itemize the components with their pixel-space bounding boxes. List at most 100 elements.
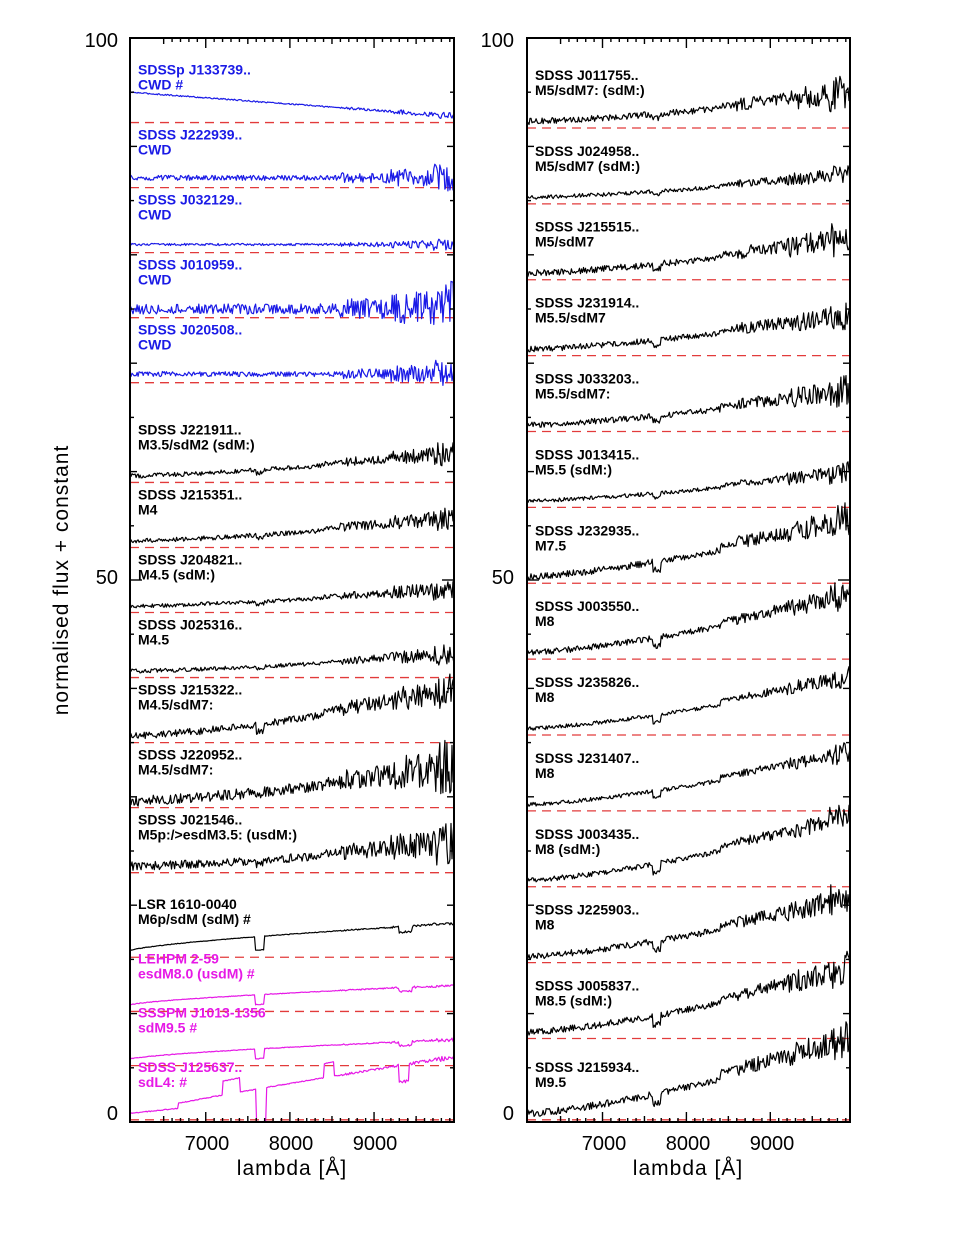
spectrum-name-label: SDSS J222939.. (138, 127, 242, 143)
spectrum-type-label: M4.5 (sdM:) (138, 567, 215, 583)
right-y-tick-100: 100 (481, 30, 514, 52)
right-x-tick-9000: 9000 (750, 1133, 795, 1155)
spectrum-type-label: M6p/sdM (sdM) # (138, 911, 251, 927)
spectrum-type-label: CWD (138, 142, 171, 158)
spectrum-name-label: LEHPM 2-59 (138, 950, 219, 966)
spectrum-line (130, 673, 454, 740)
spectrum-type-label: M4.5 (138, 632, 169, 648)
spectrum-line (130, 442, 454, 479)
left-y-tick-50: 50 (96, 567, 118, 589)
spectrum-name-label: SDSS J232935.. (535, 522, 639, 538)
spectrum-name-label: SDSS J215322.. (138, 682, 242, 698)
spectrum-line (527, 742, 850, 807)
spectrum-type-label: CWD # (138, 77, 183, 93)
spectrum-line (527, 223, 850, 277)
spectrum-name-label: SDSS J231407.. (535, 750, 639, 766)
left-spectrum-labels: SDSSp J133739..CWD #SDSS J222939..CWDSDS… (138, 62, 297, 1090)
spectrum-type-label: M8 (535, 917, 555, 933)
spectrum-name-label: SDSS J125637.. (138, 1059, 242, 1075)
spectrum-line (527, 803, 850, 883)
spectrum-type-label: M5/sdM7 (sdM:) (535, 158, 640, 174)
left-y-tick-0: 0 (107, 1103, 118, 1125)
right-spectra (527, 75, 850, 1121)
spectrum-line (130, 91, 454, 119)
spectrum-name-label: SDSSp J133739.. (138, 62, 251, 78)
spectrum-name-label: SSSPM J1013-1356 (138, 1005, 266, 1021)
spectrum-name-label: SDSS J003550.. (535, 598, 639, 614)
right-axis-ticks (527, 37, 850, 1123)
spectrum-line (527, 165, 850, 200)
spectrum-line (527, 461, 850, 504)
spectrum-name-label: SDSS J220952.. (138, 747, 242, 763)
spectrum-type-label: M5.5/sdM7: (535, 385, 610, 401)
spectrum-line (527, 884, 850, 960)
spectrum-name-label: SDSS J032129.. (138, 192, 242, 208)
spectrum-name-label: SDSS J231914.. (535, 295, 639, 311)
spectrum-type-label: sdL4: # (138, 1074, 187, 1090)
y-axis-label: normalised flux + constant (50, 445, 73, 716)
spectrum-type-label: CWD (138, 272, 171, 288)
spectrum-name-label: SDSS J221911.. (138, 421, 242, 437)
spectrum-type-label: sdM9.5 # (138, 1020, 197, 1036)
spectrum-line (130, 984, 454, 1006)
spectrum-line (527, 502, 850, 581)
spectrum-line (527, 75, 850, 126)
right-x-axis-label: lambda [Å] (633, 1157, 743, 1180)
spectrum-type-label: M9.5 (535, 1074, 566, 1090)
spectrum-type-label: M5/sdM7: (sdM:) (535, 82, 645, 98)
spectrum-type-label: M4.5/sdM7: (138, 697, 213, 713)
spectrum-name-label: SDSS J235826.. (535, 674, 639, 690)
right-x-tick-7000: 7000 (582, 1133, 627, 1155)
spectrum-type-label: M5.5 (sdM:) (535, 461, 612, 477)
spectrum-line (130, 359, 454, 386)
left-axis-ticks (130, 37, 454, 1123)
spectrum-type-label: M4 (138, 501, 158, 517)
spectrum-name-label: SDSS J021546.. (138, 812, 242, 828)
spectrum-line (527, 302, 850, 353)
spectrum-line (130, 644, 454, 674)
spectrum-name-label: LSR 1610-0040 (138, 896, 237, 912)
left-x-tick-9000: 9000 (353, 1133, 398, 1155)
spectrum-line (130, 163, 454, 192)
spectrum-name-label: SDSS J003435.. (535, 826, 639, 842)
left-x-axis-label: lambda [Å] (237, 1157, 347, 1180)
spectrum-line (130, 507, 454, 544)
spectrum-line (130, 1055, 454, 1122)
spectrum-line (130, 238, 454, 251)
spectrum-line (130, 739, 454, 807)
spectrum-type-label: M3.5/sdM2 (sdM:) (138, 436, 255, 452)
spectrum-name-label: SDSS J215934.. (535, 1059, 639, 1075)
spectrum-name-label: SDSS J025316.. (138, 617, 242, 633)
right-panel-frame (526, 37, 851, 1123)
spectrum-line (130, 922, 454, 952)
spectrum-line (527, 950, 850, 1036)
spectrum-type-label: M8 (535, 765, 555, 781)
spectrum-line (527, 1021, 850, 1117)
left-x-tick-8000: 8000 (269, 1133, 314, 1155)
spectrum-line (130, 1037, 454, 1060)
right-spectrum-labels: SDSS J011755..M5/sdM7: (sdM:) SDSS J02495… (535, 67, 645, 1090)
right-spectra-panel: SDSS J011755..M5/sdM7: (sdM:) SDSS J02495… (481, 30, 851, 1180)
spectrum-line (527, 666, 850, 731)
spectrum-type-label: M4.5/sdM7: (138, 762, 213, 778)
spectrum-line (130, 280, 454, 326)
spectrum-type-label: CWD (138, 337, 171, 353)
left-x-tick-7000: 7000 (185, 1133, 230, 1155)
spectrum-type-label: M5p:/>esdM3.5: (usdM:) (138, 827, 297, 843)
spectrum-name-label: SDSS J225903.. (535, 902, 639, 918)
spectrum-name-label: SDSS J005837.. (535, 978, 639, 994)
spectrum-type-label: M8 (sdM:) (535, 841, 600, 857)
right-y-tick-0: 0 (503, 1103, 514, 1125)
spectrum-name-label: SDSS J013415.. (535, 446, 639, 462)
spectrum-name-label: SDSS J215351.. (138, 486, 242, 502)
spectrum-name-label: SDSS J204821.. (138, 552, 242, 568)
spectrum-type-label: CWD (138, 207, 171, 223)
spectrum-name-label: SDSS J024958.. (535, 143, 639, 159)
spectrum-name-label: SDSS J010959.. (138, 257, 242, 273)
spectrum-line (527, 579, 850, 656)
right-y-tick-50: 50 (492, 567, 514, 589)
spectrum-type-label: M5.5/sdM7 (535, 310, 606, 326)
spectrum-line (130, 821, 454, 871)
spectrum-name-label: SDSS J020508.. (138, 322, 242, 338)
